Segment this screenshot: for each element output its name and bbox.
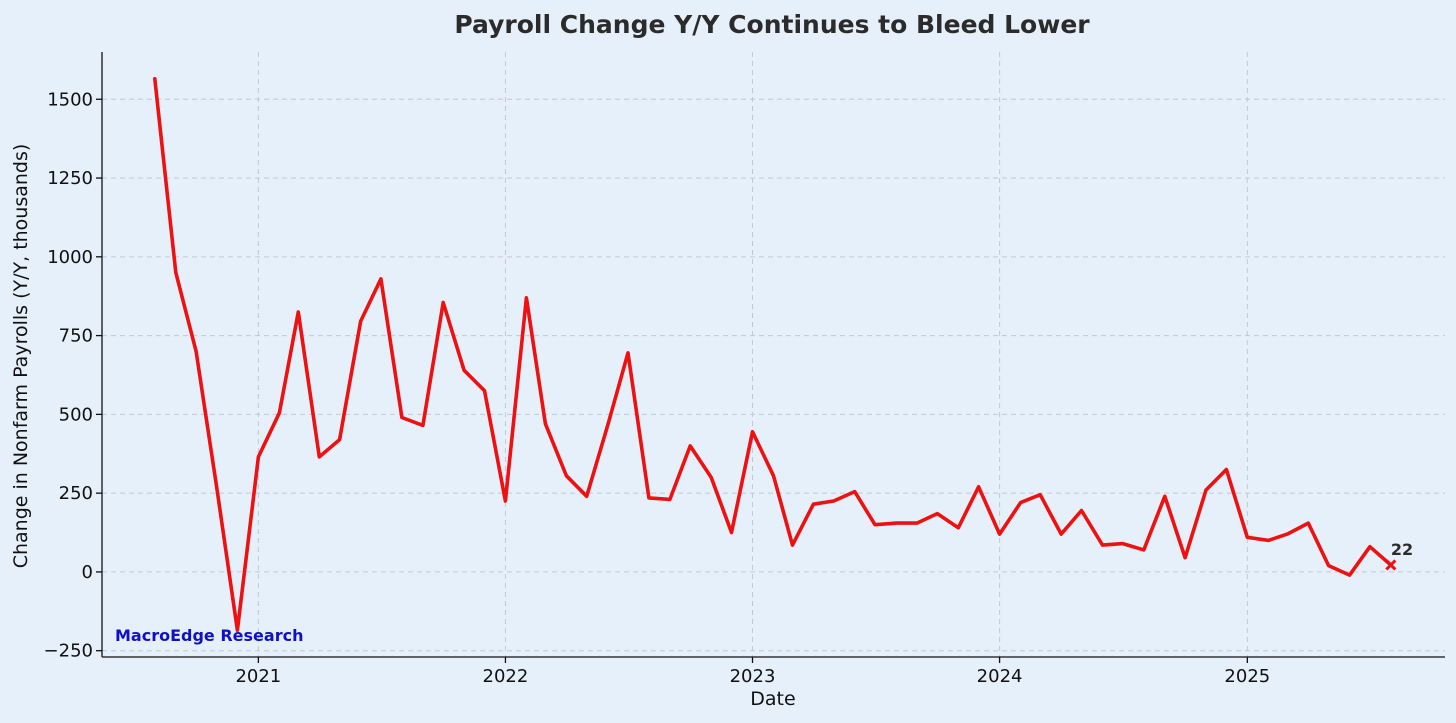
y-tick-label: 750: [59, 326, 93, 347]
y-tick-label: 500: [59, 404, 93, 425]
y-tick-label: −250: [44, 641, 93, 662]
y-tick-label: 1000: [47, 247, 93, 268]
end-marker: [1385, 559, 1397, 571]
watermark-label: MacroEdge Research: [115, 626, 303, 645]
x-tick-label: 2023: [730, 666, 776, 687]
y-tick-label: 1500: [47, 89, 93, 110]
x-axis-title: Date: [750, 688, 795, 710]
tick-layer: −250 0 250 500 750 1000 1250 1500 2021 2022 2023 20…: [44, 89, 1271, 687]
x-tick-label: 2024: [977, 666, 1023, 687]
x-tick-label: 2022: [483, 666, 529, 687]
grid-layer: [102, 52, 1445, 657]
y-tick-label: 1250: [47, 168, 93, 189]
y-tick-label: 250: [59, 483, 93, 504]
x-tick-label: 2021: [235, 666, 281, 687]
end-marker-stroke-b: [1385, 559, 1397, 571]
y-tick-label: 0: [82, 562, 93, 583]
chart-title: Payroll Change Y/Y Continues to Bleed Lo…: [454, 10, 1090, 39]
y-axis-title: Change in Nonfarm Payrolls (Y/Y, thousan…: [10, 144, 32, 569]
axis-layer: [101, 52, 1445, 658]
x-tick-label: 2025: [1224, 666, 1270, 687]
end-value-label: 22: [1391, 540, 1413, 559]
